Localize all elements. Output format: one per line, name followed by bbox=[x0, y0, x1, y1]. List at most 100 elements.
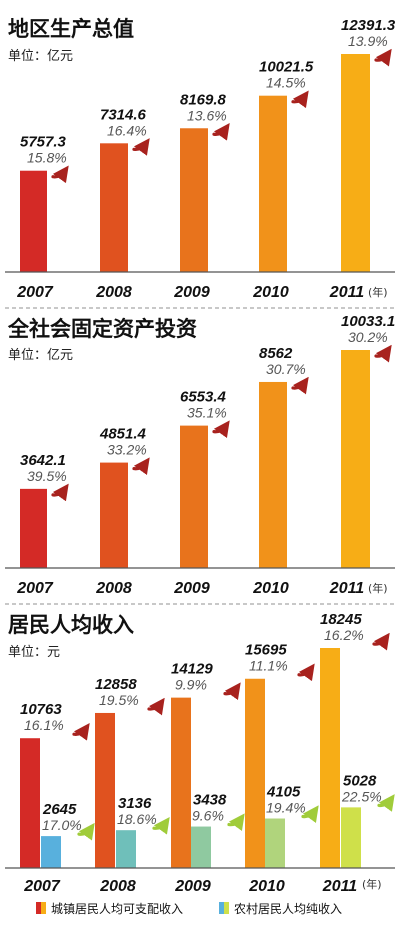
income-rural-value-label: 5028 bbox=[343, 772, 377, 789]
up-right-arrow-icon bbox=[297, 663, 315, 682]
legend-swatch-rural bbox=[224, 902, 229, 914]
gdp-value-label: 5757.3 bbox=[20, 134, 67, 151]
income-urban-bar bbox=[171, 697, 191, 868]
gdp-growth-label: 13.6% bbox=[187, 107, 227, 123]
income-rural-growth-label: 9.6% bbox=[192, 808, 224, 824]
up-right-arrow-icon bbox=[301, 805, 319, 823]
up-right-arrow-icon bbox=[51, 165, 69, 184]
investment-x-unit: (年) bbox=[368, 581, 388, 595]
investment-bar bbox=[341, 350, 370, 568]
income-chart-title: 居民人均收入 bbox=[8, 613, 134, 637]
up-right-arrow-icon bbox=[147, 697, 165, 716]
income-urban-growth-label: 16.1% bbox=[24, 717, 64, 733]
gdp-x-axis: 2007 2008 2009 2010 2011 (年) bbox=[16, 284, 387, 301]
up-right-arrow-icon bbox=[212, 420, 230, 439]
income-x-tick: 2008 bbox=[99, 878, 136, 895]
gdp-value-label: 10021.5 bbox=[259, 59, 314, 76]
up-right-arrow-icon bbox=[291, 376, 309, 395]
gdp-bar bbox=[341, 54, 370, 272]
income-x-unit: (年) bbox=[362, 877, 382, 891]
income-legend: 城镇居民人均可支配收入 农村居民人均纯收入 bbox=[36, 902, 342, 916]
up-right-arrow-icon bbox=[51, 483, 69, 502]
gdp-value-label: 12391.3 bbox=[341, 17, 396, 34]
legend-label-urban: 城镇居民人均可支配收入 bbox=[51, 902, 183, 916]
income-rural-value-label: 4105 bbox=[266, 784, 301, 801]
up-right-arrow-icon bbox=[291, 90, 309, 109]
income-x-tick: 2010 bbox=[248, 878, 285, 895]
up-right-arrow-icon bbox=[77, 822, 95, 841]
income-rural-value-label: 3136 bbox=[118, 795, 152, 812]
legend-label-rural: 农村居民人均纯收入 bbox=[234, 902, 342, 916]
income-urban-growth-label: 19.5% bbox=[99, 692, 139, 708]
legend-swatch-urban bbox=[41, 902, 46, 914]
income-rural-growth-label: 17.0% bbox=[42, 817, 82, 833]
income-urban-growth-label: 9.9% bbox=[175, 677, 207, 693]
gdp-bar bbox=[180, 128, 208, 272]
income-rural-bar bbox=[191, 826, 211, 868]
income-urban-bar bbox=[320, 648, 340, 868]
investment-panel: 全社会固定资产投资 单位：亿元 3642.139.5% 4851.433.2% 65… bbox=[5, 313, 395, 597]
investment-x-tick: 2011 bbox=[329, 580, 365, 597]
gdp-bar bbox=[20, 170, 47, 272]
investment-value-label: 6553.4 bbox=[180, 389, 227, 406]
gdp-growth-label: 14.5% bbox=[266, 75, 306, 91]
investment-x-tick: 2009 bbox=[173, 580, 210, 597]
income-rural-bar bbox=[41, 836, 61, 868]
up-right-arrow-icon bbox=[72, 723, 90, 741]
up-right-arrow-icon bbox=[152, 816, 170, 835]
investment-x-tick: 2010 bbox=[252, 580, 289, 597]
income-urban-bar bbox=[95, 712, 115, 868]
income-unit-label: 单位：元 bbox=[8, 645, 60, 660]
up-right-arrow-icon bbox=[374, 344, 392, 363]
gdp-x-tick: 2011 bbox=[329, 284, 365, 301]
income-urban-growth-label: 16.2% bbox=[324, 627, 364, 643]
gdp-value-label: 8169.8 bbox=[180, 91, 227, 108]
investment-bar bbox=[259, 381, 287, 568]
investment-growth-label: 33.2% bbox=[107, 442, 147, 458]
investment-value-label: 4851.4 bbox=[99, 426, 147, 443]
gdp-x-unit: (年) bbox=[368, 285, 388, 299]
income-rural-growth-label: 22.5% bbox=[341, 788, 382, 804]
income-rural-growth-label: 19.4% bbox=[266, 800, 306, 816]
up-right-arrow-icon bbox=[212, 123, 230, 141]
legend-swatch-urban bbox=[36, 902, 41, 914]
gdp-bar bbox=[100, 143, 128, 272]
up-right-arrow-icon bbox=[374, 48, 392, 67]
gdp-x-tick: 2009 bbox=[173, 284, 210, 301]
investment-value-label: 3642.1 bbox=[20, 452, 66, 469]
income-x-axis: 2007 2008 2009 2010 2011 (年) bbox=[23, 877, 381, 895]
gdp-value-label: 7314.6 bbox=[100, 106, 147, 123]
up-right-arrow-icon bbox=[132, 138, 150, 156]
gdp-x-tick: 2007 bbox=[16, 284, 54, 301]
gdp-bars: 5757.315.8% 7314.616.4% 8169.813.6% 10021.5… bbox=[20, 17, 396, 272]
income-x-tick: 2007 bbox=[23, 878, 61, 895]
investment-bar bbox=[180, 425, 208, 568]
income-urban-value-label: 12858 bbox=[95, 676, 137, 693]
up-right-arrow-icon bbox=[372, 632, 390, 651]
investment-bars: 3642.139.5% 4851.433.2% 6553.435.1% 8562 30.… bbox=[20, 313, 395, 568]
investment-growth-label: 35.1% bbox=[187, 405, 227, 421]
investment-growth-label: 39.5% bbox=[27, 468, 67, 484]
income-urban-value-label: 15695 bbox=[245, 642, 287, 659]
legend-item-rural: 农村居民人均纯收入 bbox=[219, 902, 342, 916]
investment-value-label: 8562 bbox=[259, 345, 293, 362]
income-urban-value-label: 10763 bbox=[20, 701, 62, 718]
up-right-arrow-icon bbox=[377, 794, 395, 812]
income-urban-growth-label: 11.1% bbox=[249, 658, 288, 674]
investment-x-axis: 2007 2008 2009 2010 2011 (年) bbox=[16, 580, 387, 597]
investment-x-tick: 2007 bbox=[16, 580, 54, 597]
gdp-bar bbox=[259, 95, 287, 272]
gdp-x-tick: 2008 bbox=[95, 284, 132, 301]
legend-item-urban: 城镇居民人均可支配收入 bbox=[36, 902, 183, 916]
income-urban-value-label: 18245 bbox=[320, 611, 362, 628]
investment-growth-label: 30.2% bbox=[348, 329, 388, 345]
up-right-arrow-icon bbox=[223, 682, 241, 701]
income-rural-bar bbox=[341, 807, 361, 868]
legend-swatch-rural bbox=[219, 902, 224, 914]
investment-chart-title: 全社会固定资产投资 bbox=[7, 317, 197, 341]
gdp-x-tick: 2010 bbox=[252, 284, 289, 301]
investment-value-label: 10033.1 bbox=[341, 313, 395, 330]
